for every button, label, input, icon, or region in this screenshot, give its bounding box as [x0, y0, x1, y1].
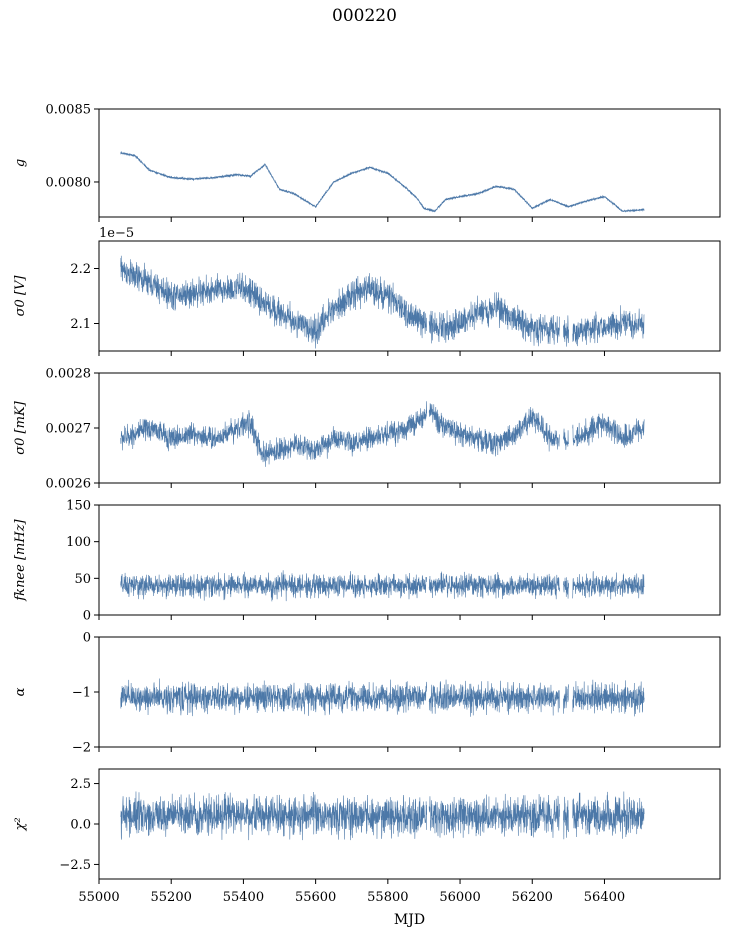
y-tick-label: 0: [83, 609, 91, 624]
x-tick-label: 56400: [584, 890, 625, 905]
series-line: [120, 255, 645, 349]
figure-title: 000220: [332, 6, 397, 26]
y-tick-label: 0.0028: [46, 367, 92, 382]
y-tick-label: −2.5: [59, 858, 91, 873]
y-tick-label: −1: [72, 686, 91, 701]
axes-frame: [98, 504, 721, 616]
x-tick-label: 56000: [439, 890, 480, 905]
panel-5: −2 −1 0 α: [13, 631, 721, 756]
series-line: [120, 791, 645, 841]
y-axis-label: α: [13, 687, 28, 696]
y-tick-label: 100: [66, 535, 91, 550]
x-tick-label: 55600: [295, 890, 336, 905]
panel-6: −2.5 0.0 2.5 χ² 55000 55200 55400 55600 55800 560…: [13, 768, 721, 905]
y-tick-label: 0.0085: [46, 103, 92, 118]
x-axis-label: MJD: [394, 912, 425, 928]
y-tick-label: 0.0: [70, 818, 91, 833]
y-tick-label: 0.0026: [46, 477, 92, 492]
series-line: [120, 678, 645, 717]
series-line: [120, 401, 645, 467]
axes-frame: [98, 240, 721, 352]
series-line: [120, 570, 645, 602]
y-axis-label: g: [13, 159, 28, 167]
y-tick-label: 0.0027: [46, 422, 92, 437]
x-tick-label: 55400: [223, 890, 264, 905]
series-line: [120, 151, 645, 213]
panel-4: 0 50 100 150 fknee [mHz]: [13, 499, 721, 624]
y-tick-label: −2: [72, 741, 91, 756]
panel-1: 0.0080 0.0085 g: [13, 103, 721, 222]
x-tick-label: 56200: [512, 890, 553, 905]
y-axis-label: χ²: [13, 817, 28, 831]
y-axis-label: σ0 [V]: [13, 275, 28, 317]
y-tick-label: 2.1: [70, 317, 91, 332]
y-tick-label: 150: [66, 499, 91, 514]
axes-frame: [98, 108, 721, 218]
y-tick-label: 0: [83, 631, 91, 646]
y-tick-label: 2.5: [70, 777, 91, 792]
y-axis-label: fknee [mHz]: [13, 518, 28, 601]
x-tick-label: 55000: [78, 890, 119, 905]
y-tick-label: 50: [74, 572, 91, 587]
x-tick-label: 55200: [151, 890, 192, 905]
panel-3: 0.0026 0.0027 0.0028 σ0 [mK]: [13, 367, 721, 492]
x-tick-label: 55800: [367, 890, 408, 905]
y-tick-label: 2.2: [70, 262, 91, 277]
y-offset-label: 1e−5: [99, 226, 134, 241]
y-axis-label: σ0 [mK]: [13, 400, 28, 454]
panel-2: 2.1 2.2 1e−5 σ0 [V]: [13, 226, 721, 356]
y-tick-label: 0.0080: [46, 175, 92, 190]
